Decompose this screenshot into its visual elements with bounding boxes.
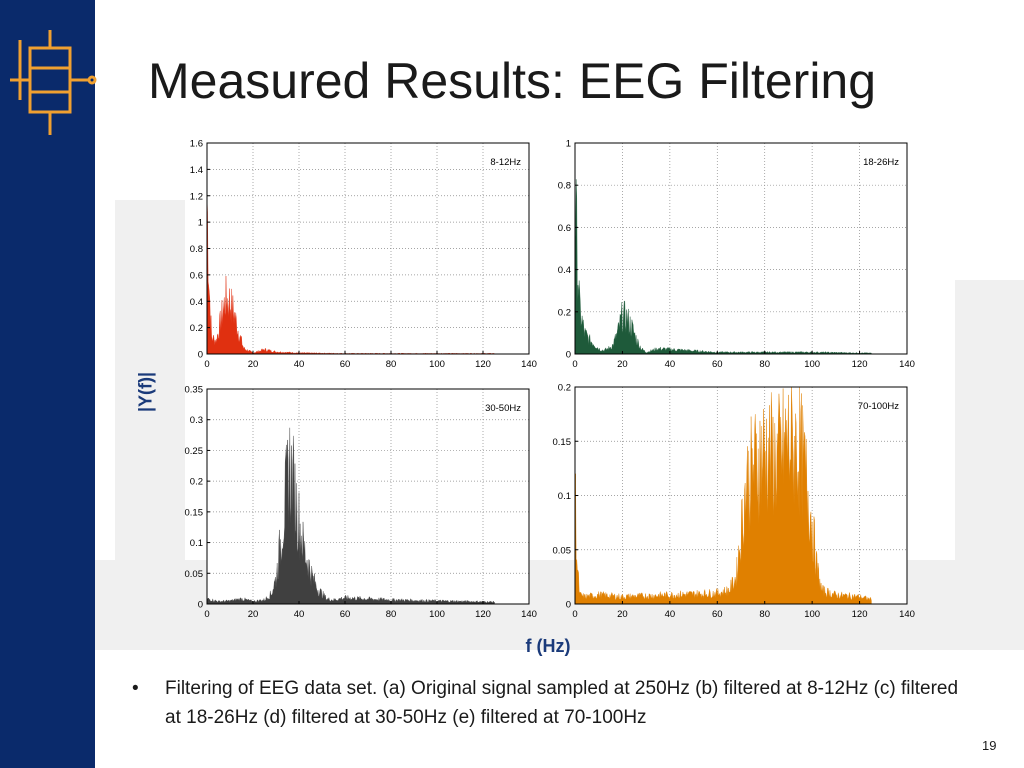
x-tick-label: 80 [759,609,770,620]
x-tick-label: 140 [521,609,537,620]
plot-area [207,389,529,604]
x-tick-label: 140 [521,359,537,370]
x-tick-label: 120 [852,609,868,620]
x-tick-label: 40 [294,609,305,620]
y-tick-label: 0.35 [185,385,204,396]
y-tick-label: 0.6 [558,223,571,234]
x-tick-label: 20 [617,609,628,620]
chart-panel-3: 0 20 40 60 80 100 120 140 0 0.05 0.1 0.15 0.2 0.25 0.3… [185,385,537,621]
y-tick-label: 0.4 [558,265,571,276]
x-tick-label: 0 [204,609,209,620]
y-tick-label: 0.05 [553,545,572,556]
chart-panel-4: 0 20 40 60 80 100 120 140 0 0.05 0.1 0.15 0.2 70-100H… [553,383,915,621]
y-tick-label: 0.3 [190,415,203,426]
y-tick-label: 1.2 [190,191,203,202]
y-tick-label: 0.25 [185,446,204,457]
x-tick-label: 40 [294,359,305,370]
x-tick-label: 40 [665,359,676,370]
shared-y-axis-label: |Y(f)| [135,371,156,413]
y-tick-label: 0.8 [190,244,203,255]
chart-panel-1: 0 20 40 60 80 100 120 140 0 0.2 0.4 0.6 0.8 1 1.2 1.4 1.… [190,139,537,371]
x-tick-label: 80 [386,609,397,620]
x-tick-label: 100 [804,359,820,370]
y-tick-label: 0.2 [558,383,571,394]
y-tick-label: 0.1 [190,538,203,549]
y-tick-label: 0.2 [190,477,203,488]
y-tick-label: 1 [566,139,571,150]
x-tick-label: 120 [475,609,491,620]
x-tick-label: 120 [852,359,868,370]
x-tick-label: 40 [665,609,676,620]
x-tick-label: 20 [248,359,259,370]
x-tick-label: 60 [712,609,723,620]
x-tick-label: 60 [340,359,351,370]
x-tick-label: 0 [204,359,209,370]
y-tick-label: 0 [566,350,571,361]
x-tick-label: 0 [572,359,577,370]
x-tick-label: 100 [429,359,445,370]
chart-panel-2: 0 20 40 60 80 100 120 140 0 0.2 0.4 0.6 0.8 1 18-26Hz [558,139,915,371]
spectrum-series [574,179,872,355]
y-tick-label: 0.1 [558,491,571,502]
x-tick-label: 80 [386,359,397,370]
x-tick-label: 140 [899,609,915,620]
slide-number: 19 [982,738,997,753]
y-tick-label: 0.15 [185,507,204,518]
legend-label: 8-12Hz [490,157,521,168]
x-tick-label: 60 [712,359,723,370]
plot-frame [574,142,908,355]
y-tick-label: 0.6 [190,270,203,281]
sidebar [0,0,95,768]
x-tick-label: 20 [248,609,259,620]
x-tick-label: 100 [804,609,820,620]
x-tick-label: 140 [899,359,915,370]
plot-frame [206,388,530,605]
y-tick-label: 0.15 [553,437,572,448]
spectrum-series [206,197,495,355]
y-tick-label: 0.4 [190,297,203,308]
y-tick-label: 1 [198,218,203,229]
y-tick-label: 1.4 [190,165,203,176]
plot-area [207,143,529,354]
y-tick-label: 1.6 [190,139,203,150]
spectrum-series [206,427,495,605]
x-tick-label: 60 [340,609,351,620]
y-tick-label: 0 [198,600,203,611]
spectrum-series [574,386,872,605]
legend-label: 70-100Hz [858,401,899,412]
caption-text: Filtering of EEG data set. (a) Original … [165,678,959,728]
y-tick-label: 0.8 [558,181,571,192]
x-tick-label: 80 [759,359,770,370]
caption: • Filtering of EEG data set. (a) Origina… [132,674,972,732]
slide-title: Measured Results: EEG Filtering [148,53,877,109]
x-tick-label: 20 [617,359,628,370]
shared-x-axis-label: f (Hz) [525,636,571,656]
legend-label: 18-26Hz [863,157,899,168]
y-tick-label: 0.2 [558,307,571,318]
y-tick-label: 0.05 [185,569,204,580]
x-tick-label: 120 [475,359,491,370]
y-tick-label: 0.2 [190,323,203,334]
legend-label: 30-50Hz [485,403,521,414]
bullet-icon: • [132,678,139,699]
x-tick-label: 0 [572,609,577,620]
x-tick-label: 100 [429,609,445,620]
y-tick-label: 0 [566,600,571,611]
y-tick-label: 0 [198,350,203,361]
logo-icon [10,30,97,135]
